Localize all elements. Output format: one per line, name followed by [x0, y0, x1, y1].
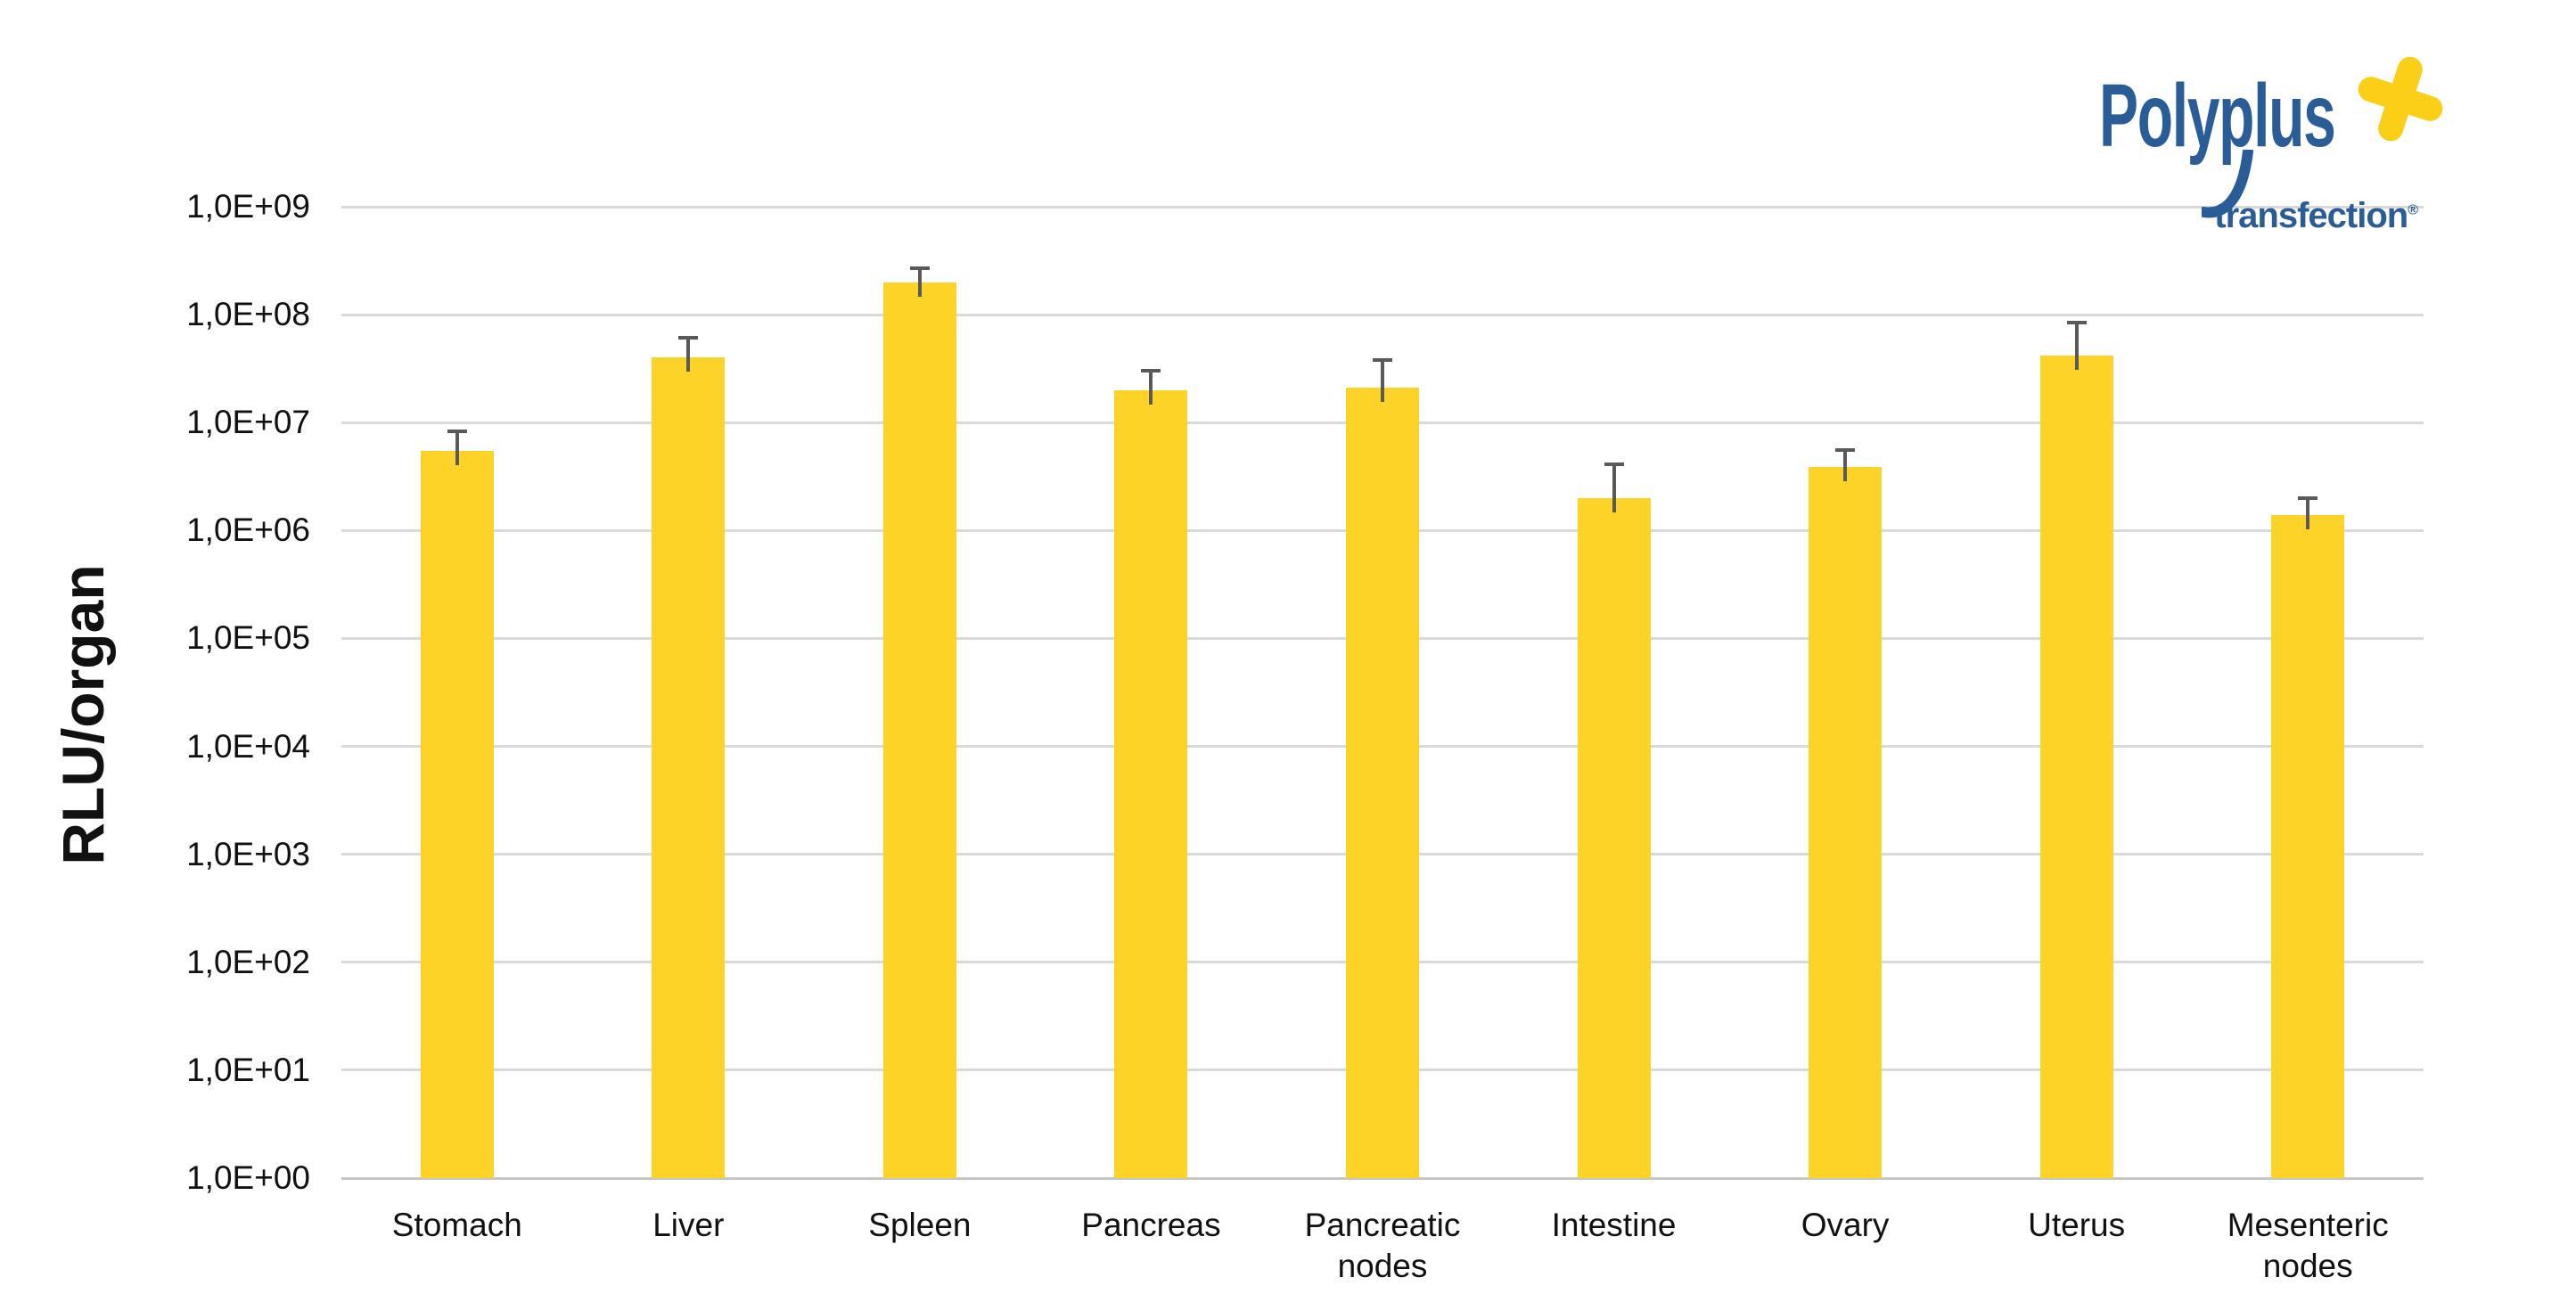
y-tick-label-1e0: 1,0E+00	[186, 1159, 310, 1196]
error-bar-cap-pancreatic-nodes	[1373, 358, 1392, 362]
error-bar-pancreatic-nodes	[1381, 360, 1384, 403]
error-bar-cap-intestine	[1604, 463, 1624, 467]
x-category-label-mesenteric-nodes: Mesenteric nodes	[2227, 1207, 2389, 1284]
logo-brand-text: Polyplus	[2099, 66, 2336, 166]
x-category-label-ovary: Ovary	[1801, 1207, 1890, 1243]
error-bar-cap-liver	[678, 336, 699, 340]
x-category-label-stomach: Stomach	[391, 1207, 522, 1243]
y-tick-label-1e7: 1,0E+07	[186, 404, 310, 441]
y-tick-label-1e5: 1,0E+05	[186, 619, 310, 657]
y-axis-title: RLU/organ	[50, 564, 116, 865]
logo-sub-text: transfection®	[2157, 196, 2418, 236]
error-bar-cap-stomach	[447, 430, 467, 434]
y-tick-label-1e6: 1,0E+06	[186, 512, 310, 549]
y-tick-label-1e3: 1,0E+03	[186, 835, 310, 872]
x-category-label-intestine: Intestine	[1551, 1207, 1677, 1243]
y-tick-label-1e9: 1,0E+09	[186, 188, 310, 225]
logo-sub-word: transfection	[2214, 196, 2408, 235]
error-bar-spleen	[917, 267, 922, 297]
gridline-1e8	[341, 313, 2424, 316]
error-bar-cap-spleen	[909, 266, 930, 270]
error-bar-pancreas	[1149, 371, 1153, 405]
bar-spleen	[882, 282, 956, 1178]
error-bar-cap-uterus	[2066, 321, 2087, 325]
error-bar-ovary	[1843, 449, 1848, 481]
bar-pancreas	[1114, 389, 1188, 1178]
logo-plus-icon	[2358, 56, 2443, 142]
error-bar-stomach	[455, 431, 459, 465]
error-bar-mesenteric-nodes	[2306, 497, 2310, 529]
y-tick-label-1e8: 1,0E+08	[186, 296, 310, 333]
y-tick-label-1e4: 1,0E+04	[186, 727, 310, 765]
bar-stomach	[420, 450, 494, 1178]
logo-swoosh	[2202, 150, 2253, 218]
registered-mark: ®	[2408, 202, 2418, 218]
bar-ovary	[1809, 466, 1883, 1178]
bar-uterus	[2039, 355, 2113, 1178]
y-tick-label-1e1: 1,0E+01	[186, 1051, 310, 1088]
polyplus-logo: Polyplus transfection®	[2068, 43, 2496, 236]
error-bar-intestine	[1612, 464, 1616, 512]
x-category-label-spleen: Spleen	[868, 1207, 972, 1243]
x-category-label-liver: Liver	[652, 1207, 725, 1243]
x-category-label-pancreas: Pancreas	[1081, 1207, 1221, 1243]
error-bar-uterus	[2074, 323, 2079, 370]
error-bar-cap-mesenteric-nodes	[2298, 495, 2318, 500]
gridline-1e0	[341, 1176, 2424, 1180]
x-category-label-pancreatic-nodes: Pancreatic nodes	[1304, 1207, 1461, 1284]
x-category-label-uterus: Uterus	[2028, 1207, 2126, 1243]
bar-mesenteric-nodes	[2271, 514, 2345, 1178]
bar-pancreatic-nodes	[1346, 388, 1419, 1178]
bar-intestine	[1577, 497, 1651, 1178]
gridline-1e9	[341, 205, 2424, 209]
error-bar-liver	[686, 338, 691, 373]
error-bar-cap-pancreas	[1141, 369, 1161, 373]
bar-liver	[652, 357, 726, 1178]
error-bar-cap-ovary	[1835, 447, 1856, 452]
y-tick-label-1e2: 1,0E+02	[186, 943, 310, 980]
